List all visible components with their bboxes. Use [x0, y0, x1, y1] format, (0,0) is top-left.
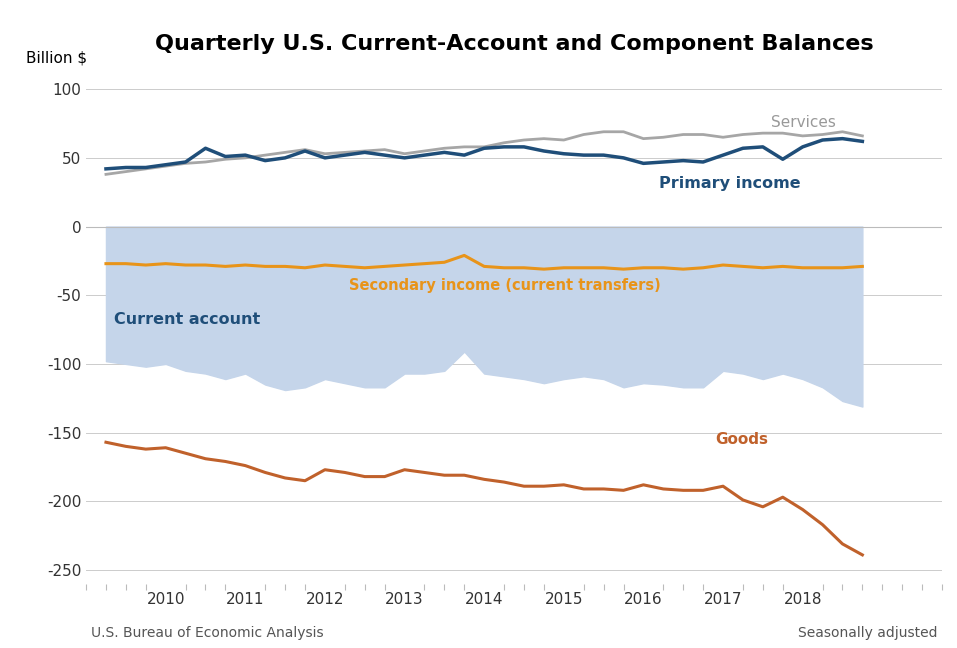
Text: Secondary income (current transfers): Secondary income (current transfers)	[348, 278, 660, 293]
Text: Seasonally adjusted: Seasonally adjusted	[798, 626, 938, 640]
Text: Current account: Current account	[114, 312, 260, 327]
Text: Services: Services	[770, 115, 835, 130]
Text: U.S. Bureau of Economic Analysis: U.S. Bureau of Economic Analysis	[91, 626, 323, 640]
Text: Billion $: Billion $	[26, 51, 87, 65]
Text: Goods: Goods	[715, 432, 768, 447]
Title: Quarterly U.S. Current-Account and Component Balances: Quarterly U.S. Current-Account and Compo…	[155, 34, 874, 54]
Text: Primary income: Primary income	[659, 176, 801, 191]
